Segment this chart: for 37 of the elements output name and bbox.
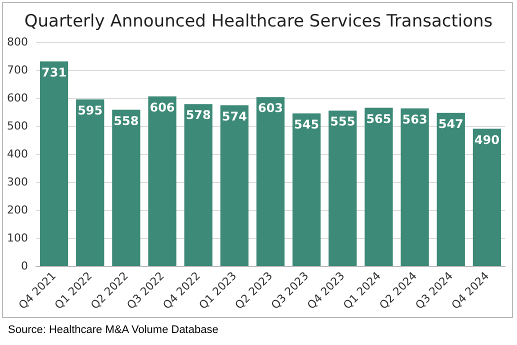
data-label: 545 [294,117,320,132]
bar [436,112,465,266]
bar [112,110,140,266]
bar [328,110,357,266]
bar [148,96,176,266]
y-tick-label: 700 [7,64,28,76]
bar [400,108,429,266]
y-tick-label: 600 [7,92,28,104]
bar [184,104,212,266]
data-label: 490 [474,132,500,147]
data-label: 578 [186,108,211,122]
data-label: 731 [42,65,67,80]
data-label: 574 [222,109,247,124]
data-label: 547 [438,116,464,131]
data-label: 558 [114,114,139,128]
y-tick-label: 200 [7,204,28,216]
y-tick-label: 300 [7,176,28,188]
data-label: 563 [402,112,428,126]
data-label: 595 [78,103,103,118]
bar [256,97,285,266]
data-label: 555 [330,114,356,129]
chart-title: Quarterly Announced Healthcare Services Transactions [24,12,493,32]
y-tick-label: 400 [7,148,28,160]
bar [364,108,393,266]
y-tick-label: 100 [7,232,28,244]
source-note: Source: Healthcare M&A Volume Database [8,324,218,336]
bar [40,61,68,266]
bar [292,113,321,266]
data-label: 603 [258,101,284,116]
data-label: 606 [150,100,175,114]
y-tick-label: 500 [7,120,28,132]
bar [76,99,104,266]
y-tick-label: 800 [7,36,28,48]
data-label: 565 [366,112,392,126]
bar [472,128,502,266]
y-tick-label: 0 [21,260,28,272]
bar [220,105,248,266]
